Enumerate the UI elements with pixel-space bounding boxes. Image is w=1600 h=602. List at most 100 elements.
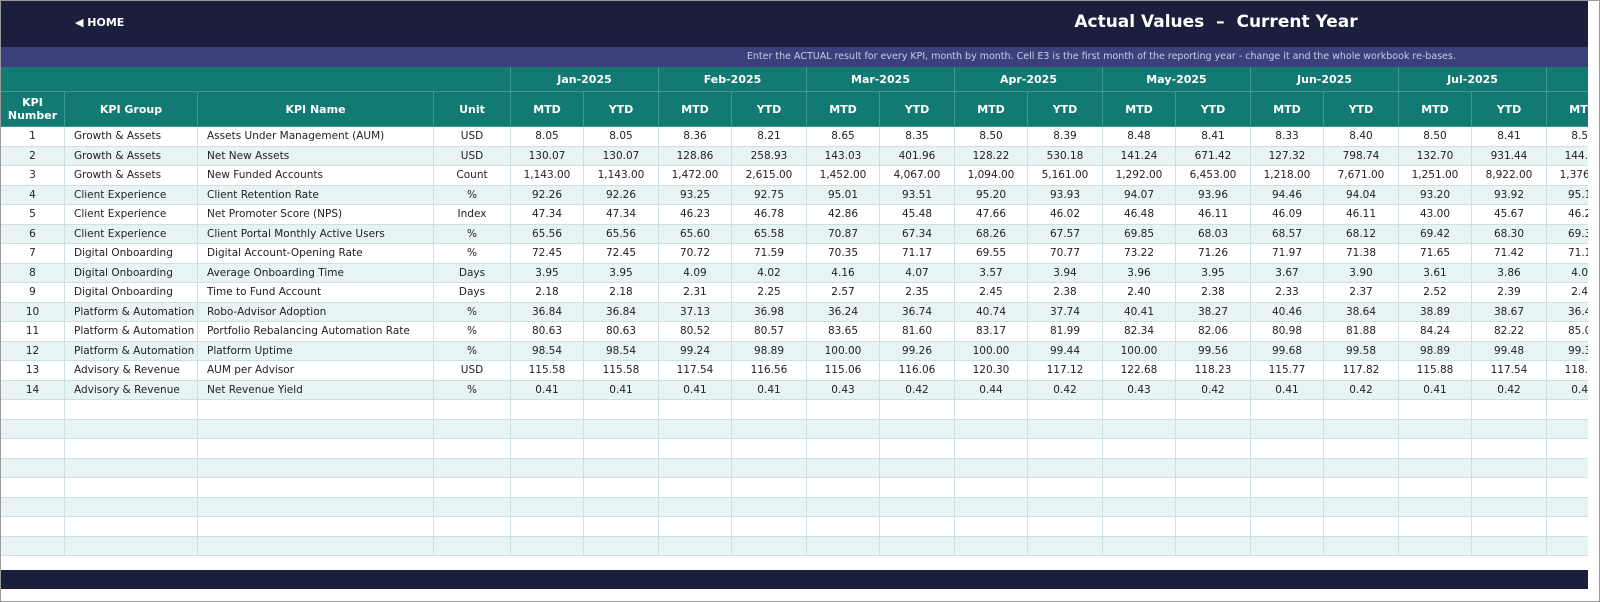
empty-cell <box>434 458 511 478</box>
empty-cell <box>584 517 659 537</box>
value-cell: 2.45 <box>955 283 1028 303</box>
value-cell: 80.57 <box>732 322 807 342</box>
empty-cell <box>584 497 659 517</box>
sub-header: MTD <box>807 92 880 127</box>
value-cell: 8.35 <box>880 127 955 147</box>
value-cell: 5,161.00 <box>1028 166 1103 186</box>
month-header: Aug-2025 <box>1547 67 1588 92</box>
empty-cell <box>1399 536 1472 556</box>
value-cell: 82.22 <box>1472 322 1547 342</box>
value-cell: 798.74 <box>1324 146 1399 166</box>
value-cell: 0.43 <box>1103 380 1176 400</box>
empty-cell <box>732 497 807 517</box>
sub-header: MTD <box>955 92 1028 127</box>
kpi-group: Advisory & Revenue <box>65 380 198 400</box>
empty-cell <box>1399 497 1472 517</box>
kpi-name: Net Promoter Score (NPS) <box>198 205 434 225</box>
empty-cell <box>1103 536 1176 556</box>
value-cell: 3.95 <box>511 263 584 283</box>
value-cell: 43.00 <box>1399 205 1472 225</box>
value-cell: 258.93 <box>732 146 807 166</box>
value-cell: 1,292.00 <box>1103 166 1176 186</box>
value-cell: 68.03 <box>1176 224 1251 244</box>
empty-cell <box>659 478 732 498</box>
value-cell: 2.46 <box>1547 283 1588 303</box>
value-cell: 67.57 <box>1028 224 1103 244</box>
value-cell: 80.52 <box>659 322 732 342</box>
empty-cell <box>1103 419 1176 439</box>
value-cell: 85.09 <box>1547 322 1588 342</box>
value-cell: 4.09 <box>659 263 732 283</box>
value-cell: 0.42 <box>880 380 955 400</box>
empty-cell <box>511 419 584 439</box>
kpi-group: Growth & Assets <box>65 166 198 186</box>
value-cell: 8.41 <box>1176 127 1251 147</box>
value-cell: 70.35 <box>807 244 880 264</box>
empty-cell <box>1 400 65 420</box>
unit: USD <box>434 127 511 147</box>
value-cell: 0.42 <box>1324 380 1399 400</box>
value-cell: 3.61 <box>1399 263 1472 283</box>
sub-header: MTD <box>659 92 732 127</box>
empty-cell <box>1324 458 1399 478</box>
value-cell: 2.25 <box>732 283 807 303</box>
value-cell: 1,251.00 <box>1399 166 1472 186</box>
value-cell: 71.38 <box>1324 244 1399 264</box>
value-cell: 6,453.00 <box>1176 166 1251 186</box>
sub-header: YTD <box>732 92 807 127</box>
empty-cell <box>880 478 955 498</box>
value-cell: 46.78 <box>732 205 807 225</box>
value-cell: 81.88 <box>1324 322 1399 342</box>
value-cell: 73.22 <box>1103 244 1176 264</box>
value-cell: 93.25 <box>659 185 732 205</box>
value-cell: 8,922.00 <box>1472 166 1547 186</box>
empty-cell <box>1324 478 1399 498</box>
kpi-group: Platform & Automation <box>65 341 198 361</box>
kpi-name: Average Onboarding Time <box>198 263 434 283</box>
value-cell: 8.48 <box>1103 127 1176 147</box>
value-cell: 1,143.00 <box>511 166 584 186</box>
empty-cell <box>1547 536 1588 556</box>
value-cell: 3.94 <box>1028 263 1103 283</box>
value-cell: 98.89 <box>1399 341 1472 361</box>
kpi-number: 9 <box>1 283 65 303</box>
empty-cell <box>1103 400 1176 420</box>
home-label[interactable]: HOME <box>87 16 125 29</box>
value-cell: 671.42 <box>1176 146 1251 166</box>
empty-cell <box>1472 419 1547 439</box>
value-cell: 37.13 <box>659 302 732 322</box>
column-header: KPI Number <box>1 92 65 127</box>
header-blank <box>1 67 511 92</box>
value-cell: 530.18 <box>1028 146 1103 166</box>
value-cell: 0.41 <box>511 380 584 400</box>
value-cell: 0.41 <box>1251 380 1324 400</box>
empty-cell <box>1176 458 1251 478</box>
unit: USD <box>434 146 511 166</box>
column-header: KPI Name <box>198 92 434 127</box>
empty-cell <box>511 400 584 420</box>
empty-cell <box>1103 439 1176 459</box>
empty-cell <box>1472 478 1547 498</box>
kpi-group: Platform & Automation <box>65 322 198 342</box>
top-bar: ◀ HOME Actual Values – Current Year <box>1 1 1588 47</box>
value-cell: 115.77 <box>1251 361 1324 381</box>
empty-cell <box>1547 458 1588 478</box>
value-cell: 80.98 <box>1251 322 1324 342</box>
empty-cell <box>732 458 807 478</box>
home-button[interactable]: ◀ HOME <box>75 16 125 29</box>
empty-cell <box>659 536 732 556</box>
value-cell: 128.22 <box>955 146 1028 166</box>
value-cell: 94.07 <box>1103 185 1176 205</box>
empty-cell <box>198 478 434 498</box>
value-cell: 931.44 <box>1472 146 1547 166</box>
empty-cell <box>1251 497 1324 517</box>
value-cell: 84.24 <box>1399 322 1472 342</box>
empty-cell <box>1399 517 1472 537</box>
value-cell: 100.00 <box>807 341 880 361</box>
empty-cell <box>584 536 659 556</box>
value-cell: 82.34 <box>1103 322 1176 342</box>
value-cell: 81.60 <box>880 322 955 342</box>
empty-cell <box>732 517 807 537</box>
empty-cell <box>1251 419 1324 439</box>
sub-header: MTD <box>1547 92 1588 127</box>
